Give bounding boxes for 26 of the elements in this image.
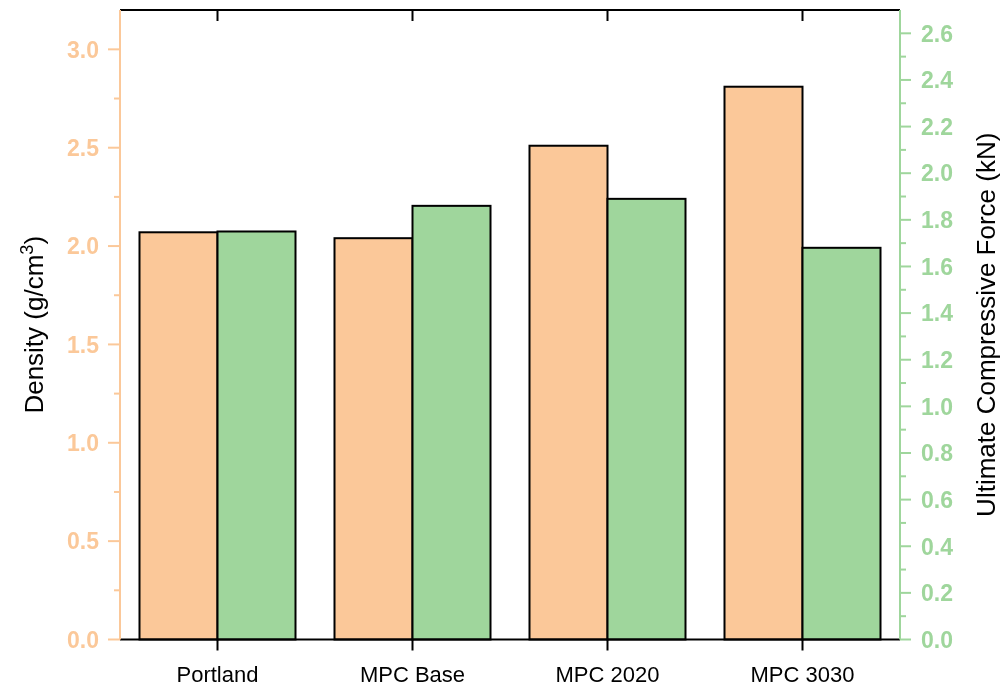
y2-tick-label: 0.4 bbox=[921, 533, 954, 560]
y2-tick-label: 0.2 bbox=[921, 580, 953, 607]
y2-tick-label: 1.6 bbox=[921, 253, 953, 280]
x-tick-label: MPC Base bbox=[359, 662, 466, 687]
x-tick-label: Portland bbox=[176, 662, 259, 687]
y2-tick-label: 1.2 bbox=[921, 347, 953, 373]
y2-tick-label: 1.4 bbox=[921, 300, 954, 327]
x-tick-label: MPC 2020 bbox=[555, 662, 660, 687]
y2-axis-title: Ultimate Compressive Force (kN) bbox=[971, 132, 1001, 517]
y-tick-label: 0.0 bbox=[67, 626, 99, 653]
y2-tick-label: 1.8 bbox=[921, 207, 954, 234]
y2-tick-label: 0.6 bbox=[921, 486, 953, 513]
y2-tick-label: 0.8 bbox=[921, 440, 954, 467]
y2-tick-label: 2.2 bbox=[921, 113, 953, 140]
y-tick-label: 1.5 bbox=[67, 331, 100, 358]
y2-tick-label: 2.0 bbox=[921, 160, 953, 187]
x-tick-label: MPC 3030 bbox=[750, 662, 855, 687]
y-tick-label: 2.0 bbox=[67, 233, 99, 260]
y2-tick-label: 1.0 bbox=[921, 393, 953, 420]
y-tick-label: 2.5 bbox=[67, 134, 100, 161]
y2-tick-label: 2.6 bbox=[921, 20, 953, 47]
y-tick-label: 3.0 bbox=[67, 36, 99, 63]
y-tick-label: 0.5 bbox=[67, 528, 100, 555]
y2-tick-label: 2.4 bbox=[921, 67, 954, 94]
y2-tick-label: 0.0 bbox=[921, 626, 953, 653]
y-tick-label: 1.0 bbox=[67, 430, 99, 457]
